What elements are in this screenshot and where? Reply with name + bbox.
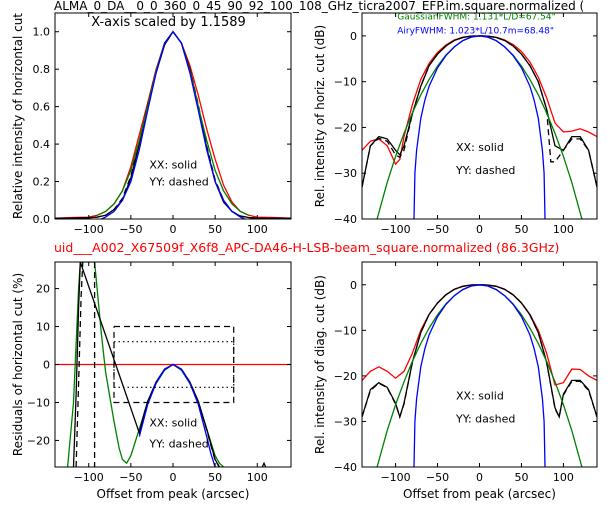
p3-xtick-label-4: 100 xyxy=(247,471,268,484)
p4-ytick-label-4: 0 xyxy=(350,279,357,292)
p1-plot-area xyxy=(55,30,291,219)
p2-series-4 xyxy=(413,35,546,219)
p3-ytick-label-1: −10 xyxy=(27,396,50,409)
p2-ylabel: Rel. intensity of horiz. cut (dB) xyxy=(313,25,327,207)
p1-series-1 xyxy=(55,30,291,219)
p4-annotation-0: XX: solid xyxy=(456,390,504,403)
p2-xtick-label-2: 0 xyxy=(476,223,483,236)
p4-ylabel: Rel. intensity of diag. cut (dB) xyxy=(313,275,327,454)
p3-xtick-label-1: −50 xyxy=(119,471,142,484)
p1-panel: −100 −50 0 50 100 0.0 0.2 0.4 0.6 0.8 1.0 Relative … xyxy=(11,12,292,236)
p1-xtick-label-4: 100 xyxy=(247,223,268,236)
p1-annotation-0: X-axis scaled by 1.1589 xyxy=(91,15,246,30)
p4-xtick-label-1: −50 xyxy=(426,471,449,484)
p3-series-9 xyxy=(261,461,267,467)
p3-plot-area xyxy=(55,262,291,467)
p1-series-2 xyxy=(55,30,291,219)
p4-plot-area xyxy=(362,284,597,467)
p2-ytick-label-3: −10 xyxy=(334,76,357,89)
p3-ytick-label-2: 0 xyxy=(43,359,50,372)
p2-annotation-0: GaussianFWHM: 1.131*L/D=67.54" xyxy=(397,12,555,22)
p1-ytick-label-5: 1.0 xyxy=(33,26,51,39)
p3-annotation-1: YY: dashed xyxy=(148,437,208,450)
p3-xtick-label-0: −100 xyxy=(74,471,104,484)
p2-xtick-label-4: 100 xyxy=(553,223,574,236)
p2-ytick-label-0: −40 xyxy=(334,213,357,226)
p1-ylabel: Relative intensity of horizontal cut xyxy=(11,13,25,219)
p4-xtick-label-4: 100 xyxy=(553,471,574,484)
p1-ytick-label-3: 0.6 xyxy=(33,101,51,114)
p3-xtick-label-3: 50 xyxy=(208,471,222,484)
p4-series-0 xyxy=(362,284,597,386)
p2-ytick-label-2: −20 xyxy=(334,121,357,134)
p4-xtick-label-0: −100 xyxy=(380,471,410,484)
p3-series-7 xyxy=(113,325,235,404)
p2-annotation-3: YY: dashed xyxy=(455,164,515,177)
figure-title-mid: uid___A002_X67509f_X6f8_APC-DA46-H-LSB-b… xyxy=(54,240,559,255)
p2-xtick-label-0: −100 xyxy=(380,223,410,236)
p4-ytick-label-0: −40 xyxy=(334,461,357,474)
p1-xtick-label-2: 0 xyxy=(170,223,177,236)
p2-plot-area xyxy=(362,35,597,219)
p2-annotation-1: AiryFWHM: 1.023*L/10.7m=68.48" xyxy=(397,27,554,37)
p2-annotation-2: XX: solid xyxy=(456,141,504,154)
p3-xtick-label-2: 0 xyxy=(170,471,177,484)
p1-xtick-label-1: −50 xyxy=(119,223,142,236)
p1-ytick-label-1: 0.2 xyxy=(33,176,51,189)
p2-xtick-label-1: −50 xyxy=(426,223,449,236)
p3-series-6 xyxy=(138,363,216,467)
p3-ytick-label-4: 20 xyxy=(36,283,50,296)
p3-series-5 xyxy=(138,363,220,467)
p1-annotation-2: YY: dashed xyxy=(148,175,208,188)
p4-xlabel: Offset from peak (arcsec) xyxy=(403,487,556,501)
p1-series-0 xyxy=(55,30,291,219)
p3-annotation-0: XX: solid xyxy=(149,416,197,429)
p4-annotation-1: YY: dashed xyxy=(455,412,515,425)
p4-series-2 xyxy=(362,284,597,419)
p4-ytick-label-3: −10 xyxy=(334,324,357,337)
p3-xlabel: Offset from peak (arcsec) xyxy=(97,487,250,501)
p4-ytick-label-2: −20 xyxy=(334,370,357,383)
p3-series-3 xyxy=(75,262,84,467)
p2-ytick-label-4: 0 xyxy=(350,30,357,43)
p1-ytick-label-2: 0.4 xyxy=(33,138,51,151)
figure-title-top: ALMA_0_DA__0_0_360_0_45_90_92_100_108_GH… xyxy=(54,0,584,13)
p3-ylabel: Residuals of horizontal cut (%) xyxy=(11,273,25,456)
p1-xtick-label-3: 50 xyxy=(208,223,222,236)
p2-ytick-label-1: −30 xyxy=(334,167,357,180)
p1-series-4 xyxy=(101,30,245,219)
p4-series-3 xyxy=(376,284,583,467)
p1-annotation-1: XX: solid xyxy=(149,158,197,171)
p4-series-4 xyxy=(413,284,546,467)
p4-frame xyxy=(361,261,598,468)
p3-ytick-label-3: 10 xyxy=(36,321,50,334)
p2-xtick-label-3: 50 xyxy=(514,223,528,236)
p1-xtick-label-0: −100 xyxy=(74,223,104,236)
p2-frame xyxy=(361,12,598,220)
p1-ytick-label-4: 0.8 xyxy=(33,63,51,76)
p3-ytick-label-0: −20 xyxy=(27,434,50,447)
p4-xtick-label-2: 0 xyxy=(476,471,483,484)
p4-ytick-label-1: −30 xyxy=(334,415,357,428)
p4-xtick-label-3: 50 xyxy=(514,471,528,484)
p1-ytick-label-0: 0.0 xyxy=(33,213,51,226)
